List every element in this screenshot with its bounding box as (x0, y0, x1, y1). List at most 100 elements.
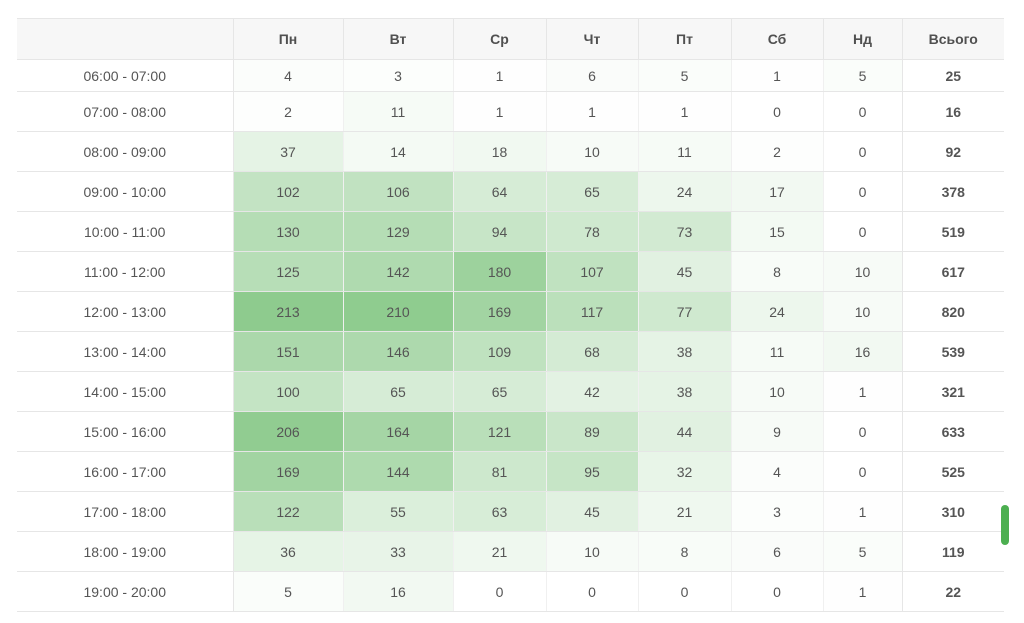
heat-cell: 33 (342, 531, 453, 572)
heat-cell: 109 (452, 331, 546, 372)
time-slot-label: 16:00 - 17:00 (17, 451, 233, 492)
heat-cell: 36 (232, 531, 343, 572)
heat-cell: 5 (822, 531, 902, 572)
heat-cell: 0 (822, 451, 902, 492)
table-row: 10:00 - 11:00 130 129 94 78 73 15 0 519 (17, 211, 1004, 252)
table-row: 09:00 - 10:00 102 106 64 65 24 17 0 378 (17, 171, 1004, 212)
heat-cell: 6 (545, 59, 638, 92)
table-row: 18:00 - 19:00 36 33 21 10 8 6 5 119 (17, 531, 1004, 572)
heat-cell: 73 (637, 211, 731, 252)
row-total: 633 (901, 411, 1004, 452)
header-cell-thu[interactable]: Чт (545, 18, 638, 60)
heat-cell: 142 (342, 251, 453, 292)
time-slot-label: 19:00 - 20:00 (17, 571, 233, 612)
heat-cell: 5 (232, 571, 343, 612)
table-row: 15:00 - 16:00 206 164 121 89 44 9 0 633 (17, 411, 1004, 452)
heat-cell: 10 (730, 371, 823, 412)
time-slot-label: 09:00 - 10:00 (17, 171, 233, 212)
heat-cell: 45 (637, 251, 731, 292)
table-row: 17:00 - 18:00 122 55 63 45 21 3 1 310 (17, 491, 1004, 532)
heat-cell: 10 (545, 531, 638, 572)
time-slot-label: 18:00 - 19:00 (17, 531, 233, 572)
heat-cell: 0 (822, 411, 902, 452)
heat-cell: 10 (545, 131, 638, 172)
heat-cell: 169 (452, 291, 546, 332)
row-total: 519 (901, 211, 1004, 252)
row-total: 22 (901, 571, 1004, 612)
table-row: 11:00 - 12:00 125 142 180 107 45 8 10 617 (17, 251, 1004, 292)
heat-cell: 0 (637, 571, 731, 612)
heat-cell: 117 (545, 291, 638, 332)
heat-cell: 1 (452, 91, 546, 132)
heat-cell: 130 (232, 211, 343, 252)
row-total: 321 (901, 371, 1004, 412)
time-slot-label: 11:00 - 12:00 (17, 251, 233, 292)
table-row: 13:00 - 14:00 151 146 109 68 38 11 16 539 (17, 331, 1004, 372)
header-cell-wed[interactable]: Ср (452, 18, 546, 60)
heat-cell: 121 (452, 411, 546, 452)
heat-cell: 11 (637, 131, 731, 172)
heat-cell: 1 (452, 59, 546, 92)
row-total: 525 (901, 451, 1004, 492)
heat-cell: 206 (232, 411, 343, 452)
heat-cell: 122 (232, 491, 343, 532)
heat-cell: 44 (637, 411, 731, 452)
heat-cell: 21 (637, 491, 731, 532)
heat-cell: 1 (730, 59, 823, 92)
heat-cell: 4 (730, 451, 823, 492)
heat-cell: 100 (232, 371, 343, 412)
heat-cell: 55 (342, 491, 453, 532)
header-cell-mon[interactable]: Пн (232, 18, 343, 60)
heat-cell: 18 (452, 131, 546, 172)
heat-cell: 63 (452, 491, 546, 532)
heat-cell: 37 (232, 131, 343, 172)
header-cell-total[interactable]: Всього (901, 18, 1004, 60)
heat-cell: 24 (637, 171, 731, 212)
heat-cell: 38 (637, 371, 731, 412)
header-cell-tue[interactable]: Вт (342, 18, 453, 60)
heat-cell: 129 (342, 211, 453, 252)
heat-cell: 45 (545, 491, 638, 532)
table-row: 07:00 - 08:00 2 11 1 1 1 0 0 16 (17, 91, 1004, 132)
time-slot-label: 06:00 - 07:00 (17, 59, 233, 92)
heat-cell: 106 (342, 171, 453, 212)
heat-cell: 6 (730, 531, 823, 572)
heat-cell: 164 (342, 411, 453, 452)
row-total: 378 (901, 171, 1004, 212)
header-cell-time (17, 18, 233, 60)
heat-cell: 14 (342, 131, 453, 172)
side-widget-edge[interactable] (1001, 505, 1009, 545)
heat-cell: 15 (730, 211, 823, 252)
table-row: 06:00 - 07:00 4 3 1 6 5 1 5 25 (17, 59, 1004, 92)
header-cell-sun[interactable]: Нд (822, 18, 902, 60)
time-slot-label: 07:00 - 08:00 (17, 91, 233, 132)
heat-cell: 107 (545, 251, 638, 292)
heat-cell: 144 (342, 451, 453, 492)
heat-cell: 1 (545, 91, 638, 132)
heat-cell: 1 (822, 491, 902, 532)
heat-cell: 0 (730, 571, 823, 612)
heat-cell: 68 (545, 331, 638, 372)
row-total: 25 (901, 59, 1004, 92)
heat-cell: 17 (730, 171, 823, 212)
heat-cell: 0 (452, 571, 546, 612)
heat-cell: 3 (342, 59, 453, 92)
time-slot-label: 15:00 - 16:00 (17, 411, 233, 452)
heat-cell: 38 (637, 331, 731, 372)
heat-cell: 169 (232, 451, 343, 492)
row-total: 539 (901, 331, 1004, 372)
heat-cell: 9 (730, 411, 823, 452)
heat-cell: 0 (822, 131, 902, 172)
heat-cell: 16 (342, 571, 453, 612)
row-total: 119 (901, 531, 1004, 572)
header-cell-sat[interactable]: Сб (730, 18, 823, 60)
header-cell-fri[interactable]: Пт (637, 18, 731, 60)
heat-cell: 81 (452, 451, 546, 492)
heat-cell: 11 (730, 331, 823, 372)
header-row: Пн Вт Ср Чт Пт Сб Нд Всього (17, 18, 1004, 60)
heat-cell: 77 (637, 291, 731, 332)
table-row: 16:00 - 17:00 169 144 81 95 32 4 0 525 (17, 451, 1004, 492)
heat-cell: 151 (232, 331, 343, 372)
heat-cell: 146 (342, 331, 453, 372)
time-slot-label: 13:00 - 14:00 (17, 331, 233, 372)
